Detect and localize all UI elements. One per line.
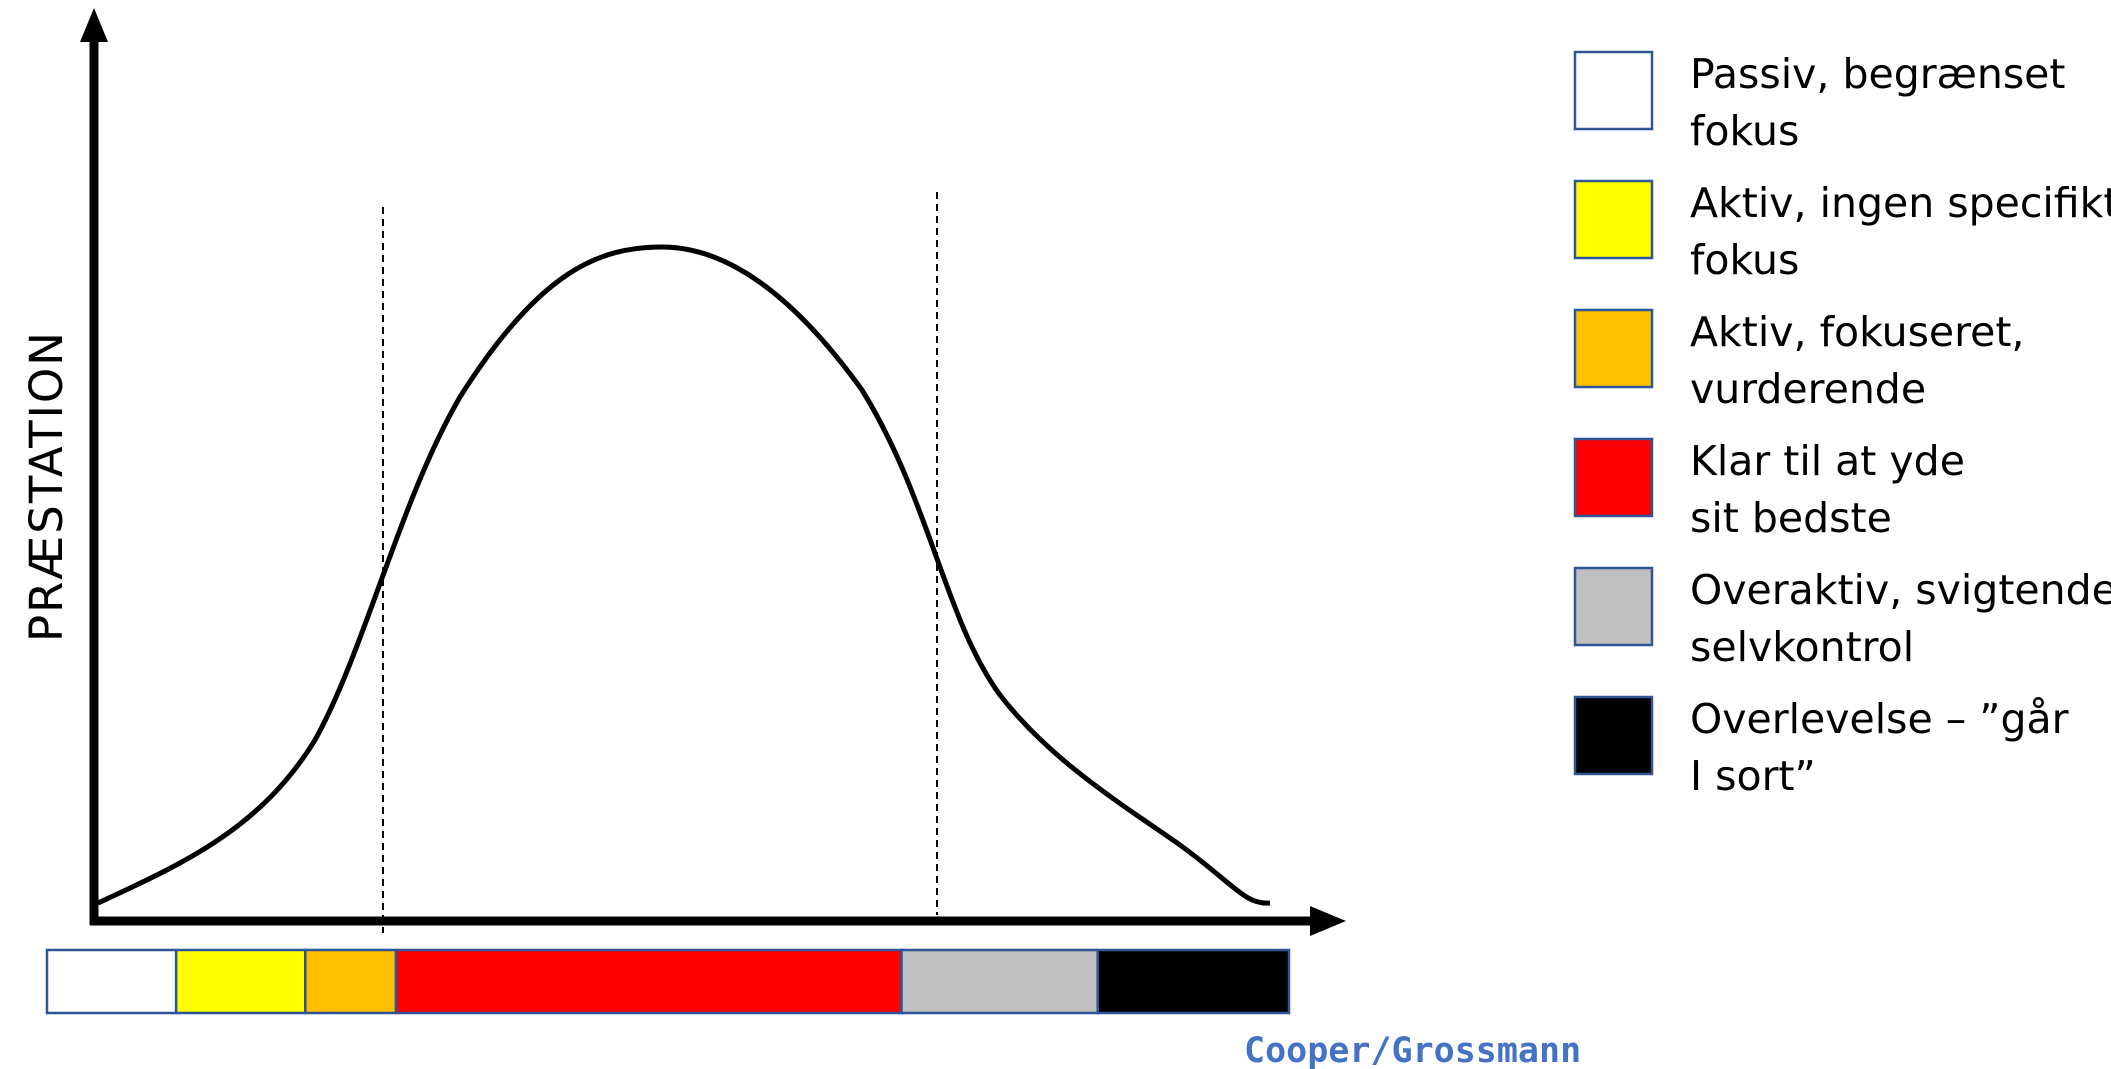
performance-curve <box>96 244 1271 906</box>
color-bar-segment <box>900 948 1099 1015</box>
legend-swatch <box>1573 437 1654 518</box>
legend-swatch <box>1573 308 1654 389</box>
legend-label-line: fokus <box>1690 107 1799 155</box>
legend-label-line: Overaktiv, svigtende <box>1690 566 2111 614</box>
color-bar-segment <box>394 948 903 1015</box>
legend-label-line: Aktiv, ingen specifikt <box>1690 179 2111 227</box>
legend-swatch <box>1573 566 1654 647</box>
legend-label-line: Aktiv, fokuseret, <box>1690 308 2024 356</box>
color-bar-segment <box>45 948 178 1015</box>
legend-swatch <box>1573 179 1654 260</box>
x-axis-arrowhead <box>1310 906 1346 936</box>
legend-label-line: I sort” <box>1690 752 1816 800</box>
legend-label-line: Klar til at yde <box>1690 437 1965 485</box>
y-axis-arrowhead <box>80 8 108 42</box>
axes <box>80 8 1346 936</box>
legend-label-line: vurderende <box>1690 365 1926 413</box>
legend-label-line: selvkontrol <box>1690 623 1914 671</box>
legend-swatch <box>1573 50 1654 131</box>
color-bar <box>45 948 1291 1015</box>
credit-text: Cooper/Grossmann <box>1244 1031 1581 1069</box>
color-bar-segment <box>304 948 398 1015</box>
legend-label-line: sit bedste <box>1690 494 1892 542</box>
legend: Passiv, begrænset fokus Aktiv, ingen speci… <box>1573 50 2111 800</box>
y-axis-label: PRÆSTATION <box>20 330 73 642</box>
legend-label-line: fokus <box>1690 236 1799 284</box>
legend-label-line: Passiv, begrænset <box>1690 50 2066 98</box>
color-bar-segment <box>174 948 307 1015</box>
legend-swatch <box>1573 695 1654 776</box>
legend-label-line: Overlevelse – ”går <box>1690 695 2069 743</box>
color-bar-segment <box>1096 948 1291 1015</box>
